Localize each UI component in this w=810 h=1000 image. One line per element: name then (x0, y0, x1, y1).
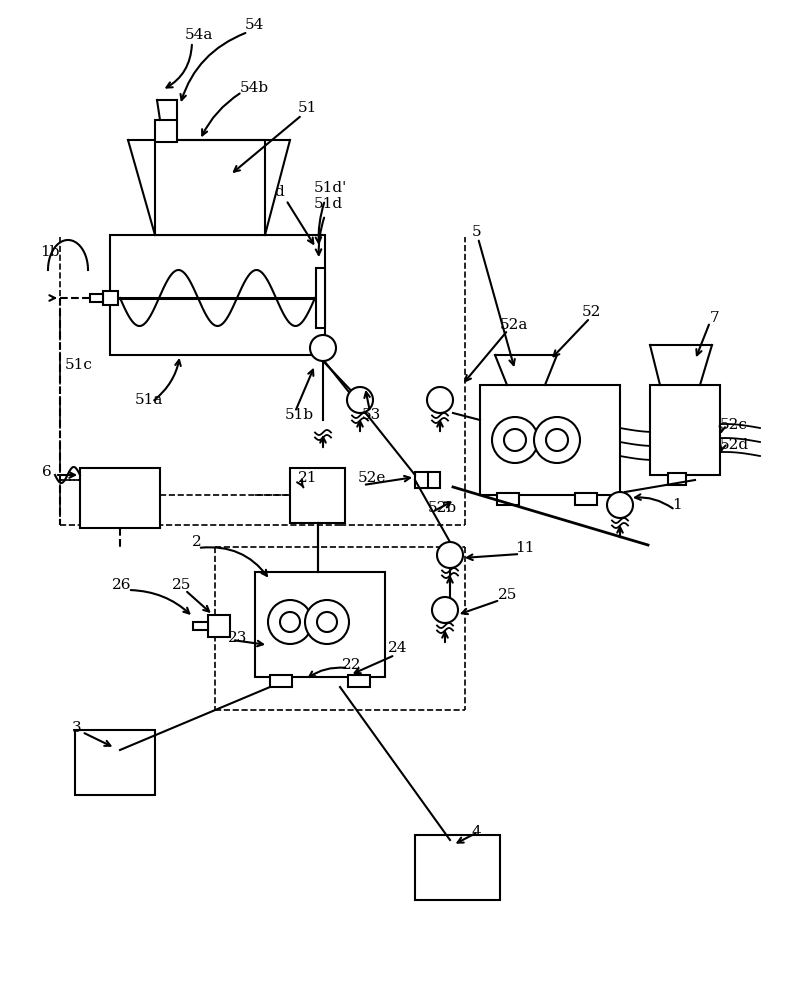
Text: 52c: 52c (720, 418, 748, 432)
Text: 53: 53 (362, 408, 382, 422)
Circle shape (305, 600, 349, 644)
Text: 5: 5 (472, 225, 482, 239)
Bar (208, 615, 230, 637)
Polygon shape (155, 140, 265, 235)
Text: 6: 6 (42, 465, 52, 479)
Bar (290, 468, 345, 523)
Bar (155, 120, 177, 142)
Text: 52d: 52d (720, 438, 749, 452)
Circle shape (437, 542, 463, 568)
Circle shape (317, 612, 337, 632)
Bar (316, 268, 325, 328)
Text: 3: 3 (72, 721, 82, 735)
Text: 51c: 51c (65, 358, 93, 372)
Text: 22: 22 (342, 658, 361, 672)
Circle shape (607, 492, 633, 518)
Bar (650, 385, 720, 475)
Circle shape (347, 387, 373, 413)
Text: 51: 51 (298, 101, 318, 115)
Text: 2: 2 (192, 535, 202, 549)
Text: 23: 23 (228, 631, 247, 645)
Circle shape (534, 417, 580, 463)
Circle shape (280, 612, 300, 632)
Circle shape (427, 387, 453, 413)
Bar (480, 385, 620, 495)
Bar (255, 572, 385, 677)
Text: 54b: 54b (240, 81, 269, 95)
Text: 54a: 54a (185, 28, 213, 42)
Bar (80, 468, 160, 528)
Bar (575, 493, 597, 505)
Bar (668, 473, 686, 485)
Bar (270, 675, 292, 687)
Bar (90, 294, 103, 302)
Bar (110, 235, 325, 355)
Text: 1b: 1b (40, 245, 59, 259)
Bar (497, 493, 519, 505)
Circle shape (492, 417, 538, 463)
Bar (103, 291, 118, 305)
Circle shape (268, 600, 312, 644)
Text: 52: 52 (582, 305, 601, 319)
Text: 51d: 51d (314, 197, 343, 211)
Text: 52a: 52a (500, 318, 528, 332)
Text: 51a: 51a (135, 393, 164, 407)
Text: 26: 26 (112, 578, 131, 592)
Circle shape (504, 429, 526, 451)
Text: 1: 1 (672, 498, 682, 512)
Text: 52e: 52e (358, 471, 386, 485)
Bar (193, 622, 208, 630)
Bar (75, 730, 155, 795)
Circle shape (432, 597, 458, 623)
Text: 7: 7 (710, 311, 719, 325)
Bar (348, 675, 370, 687)
Text: 24: 24 (388, 641, 407, 655)
Text: 25: 25 (498, 588, 518, 602)
Circle shape (310, 335, 336, 361)
Text: 54: 54 (245, 18, 264, 32)
Text: 51d': 51d' (314, 181, 347, 195)
Text: 51b: 51b (285, 408, 314, 422)
Text: d: d (274, 185, 284, 199)
Text: 25: 25 (172, 578, 191, 592)
Bar (415, 835, 500, 900)
Bar (415, 472, 440, 488)
Text: 52b: 52b (428, 501, 457, 515)
Text: 11: 11 (515, 541, 535, 555)
Circle shape (546, 429, 568, 451)
Text: 21: 21 (298, 471, 318, 485)
Text: 4: 4 (472, 825, 482, 839)
